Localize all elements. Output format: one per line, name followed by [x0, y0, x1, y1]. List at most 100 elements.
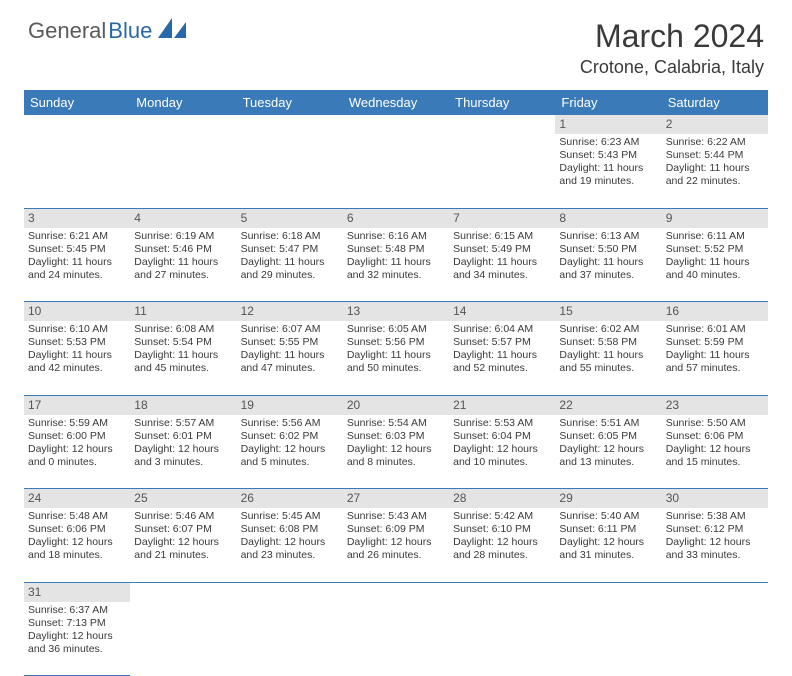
daylight-line-2: and 3 minutes. — [134, 456, 232, 469]
calendar-body: 12 Sunrise: 6:23 AMSunset: 5:43 PMDayligh… — [24, 115, 768, 676]
sunrise-line: Sunrise: 6:01 AM — [666, 323, 764, 336]
day-number-cell: 13 — [343, 302, 449, 322]
sunrise-line: Sunrise: 6:37 AM — [28, 604, 126, 617]
daylight-line: Daylight: 11 hours — [453, 256, 551, 269]
daylight-line: Daylight: 12 hours — [347, 536, 445, 549]
day-cell: Sunrise: 5:46 AMSunset: 6:07 PMDaylight:… — [130, 508, 236, 582]
logo-sail-icon — [158, 18, 186, 44]
sunrise-line: Sunrise: 6:18 AM — [241, 230, 339, 243]
daylight-line: Daylight: 11 hours — [28, 256, 126, 269]
col-sunday: Sunday — [24, 90, 130, 115]
sunrise-line: Sunrise: 6:11 AM — [666, 230, 764, 243]
daylight-line-2: and 37 minutes. — [559, 269, 657, 282]
week-row: Sunrise: 6:23 AMSunset: 5:43 PMDaylight:… — [24, 134, 768, 208]
day-number-cell: 6 — [343, 208, 449, 228]
col-friday: Friday — [555, 90, 661, 115]
daylight-line: Daylight: 12 hours — [28, 630, 126, 643]
daylight-line-2: and 32 minutes. — [347, 269, 445, 282]
day-cell: Sunrise: 5:45 AMSunset: 6:08 PMDaylight:… — [237, 508, 343, 582]
day-number-cell: 14 — [449, 302, 555, 322]
daylight-line-2: and 50 minutes. — [347, 362, 445, 375]
day-cell — [555, 602, 661, 676]
location-subtitle: Crotone, Calabria, Italy — [580, 57, 764, 78]
day-cell: Sunrise: 6:02 AMSunset: 5:58 PMDaylight:… — [555, 321, 661, 395]
daylight-line-2: and 31 minutes. — [559, 549, 657, 562]
sunrise-line: Sunrise: 5:54 AM — [347, 417, 445, 430]
daylight-line: Daylight: 11 hours — [134, 256, 232, 269]
day-number-cell: 29 — [555, 489, 661, 509]
day-number-cell: 19 — [237, 395, 343, 415]
sunset-line: Sunset: 6:11 PM — [559, 523, 657, 536]
sunrise-line: Sunrise: 6:05 AM — [347, 323, 445, 336]
daylight-line-2: and 36 minutes. — [28, 643, 126, 656]
sunset-line: Sunset: 5:49 PM — [453, 243, 551, 256]
day-number-row: 17181920212223 — [24, 395, 768, 415]
day-number-cell: 2 — [662, 115, 768, 134]
day-number-cell: 10 — [24, 302, 130, 322]
day-number-cell: 30 — [662, 489, 768, 509]
sunrise-line: Sunrise: 6:16 AM — [347, 230, 445, 243]
sunset-line: Sunset: 6:09 PM — [347, 523, 445, 536]
sunset-line: Sunset: 5:57 PM — [453, 336, 551, 349]
daylight-line-2: and 52 minutes. — [453, 362, 551, 375]
sunrise-line: Sunrise: 5:42 AM — [453, 510, 551, 523]
daylight-line-2: and 26 minutes. — [347, 549, 445, 562]
day-cell: Sunrise: 5:54 AMSunset: 6:03 PMDaylight:… — [343, 415, 449, 489]
sunset-line: Sunset: 5:44 PM — [666, 149, 764, 162]
day-number-cell: 9 — [662, 208, 768, 228]
daylight-line: Daylight: 11 hours — [666, 349, 764, 362]
day-cell — [662, 602, 768, 676]
day-number-cell: 7 — [449, 208, 555, 228]
sunrise-line: Sunrise: 6:04 AM — [453, 323, 551, 336]
daylight-line: Daylight: 12 hours — [134, 536, 232, 549]
day-cell: Sunrise: 6:21 AMSunset: 5:45 PMDaylight:… — [24, 228, 130, 302]
daylight-line: Daylight: 12 hours — [559, 536, 657, 549]
daylight-line-2: and 0 minutes. — [28, 456, 126, 469]
day-cell — [343, 134, 449, 208]
daylight-line-2: and 19 minutes. — [559, 175, 657, 188]
daylight-line: Daylight: 11 hours — [559, 162, 657, 175]
day-number-cell: 22 — [555, 395, 661, 415]
day-number-cell — [555, 582, 661, 602]
daylight-line-2: and 10 minutes. — [453, 456, 551, 469]
daylight-line: Daylight: 12 hours — [666, 536, 764, 549]
day-cell — [237, 134, 343, 208]
day-number-cell — [237, 115, 343, 134]
sunrise-line: Sunrise: 6:21 AM — [28, 230, 126, 243]
daylight-line: Daylight: 11 hours — [559, 256, 657, 269]
sunrise-line: Sunrise: 6:15 AM — [453, 230, 551, 243]
col-wednesday: Wednesday — [343, 90, 449, 115]
day-number-cell: 12 — [237, 302, 343, 322]
sunset-line: Sunset: 5:45 PM — [28, 243, 126, 256]
day-number-cell: 20 — [343, 395, 449, 415]
daylight-line-2: and 47 minutes. — [241, 362, 339, 375]
sunrise-line: Sunrise: 5:45 AM — [241, 510, 339, 523]
daylight-line-2: and 5 minutes. — [241, 456, 339, 469]
daylight-line: Daylight: 11 hours — [559, 349, 657, 362]
sunset-line: Sunset: 5:47 PM — [241, 243, 339, 256]
day-number-cell: 5 — [237, 208, 343, 228]
page-header: GeneralBlue March 2024 Crotone, Calabria… — [0, 0, 792, 86]
sunrise-line: Sunrise: 5:50 AM — [666, 417, 764, 430]
daylight-line-2: and 34 minutes. — [453, 269, 551, 282]
day-number-cell: 26 — [237, 489, 343, 509]
sunset-line: Sunset: 6:06 PM — [28, 523, 126, 536]
sunrise-line: Sunrise: 6:02 AM — [559, 323, 657, 336]
sunrise-line: Sunrise: 6:10 AM — [28, 323, 126, 336]
day-number-cell: 21 — [449, 395, 555, 415]
day-number-cell — [449, 582, 555, 602]
week-row: Sunrise: 5:48 AMSunset: 6:06 PMDaylight:… — [24, 508, 768, 582]
day-cell — [130, 602, 236, 676]
sunrise-line: Sunrise: 6:07 AM — [241, 323, 339, 336]
day-cell: Sunrise: 5:56 AMSunset: 6:02 PMDaylight:… — [237, 415, 343, 489]
week-row: Sunrise: 6:37 AMSunset: 7:13 PMDaylight:… — [24, 602, 768, 676]
sunset-line: Sunset: 6:12 PM — [666, 523, 764, 536]
daylight-line: Daylight: 12 hours — [347, 443, 445, 456]
day-number-row: 3456789 — [24, 208, 768, 228]
day-cell: Sunrise: 6:23 AMSunset: 5:43 PMDaylight:… — [555, 134, 661, 208]
day-cell — [449, 134, 555, 208]
sunset-line: Sunset: 5:48 PM — [347, 243, 445, 256]
daylight-line: Daylight: 12 hours — [241, 536, 339, 549]
sunset-line: Sunset: 5:50 PM — [559, 243, 657, 256]
day-cell — [130, 134, 236, 208]
